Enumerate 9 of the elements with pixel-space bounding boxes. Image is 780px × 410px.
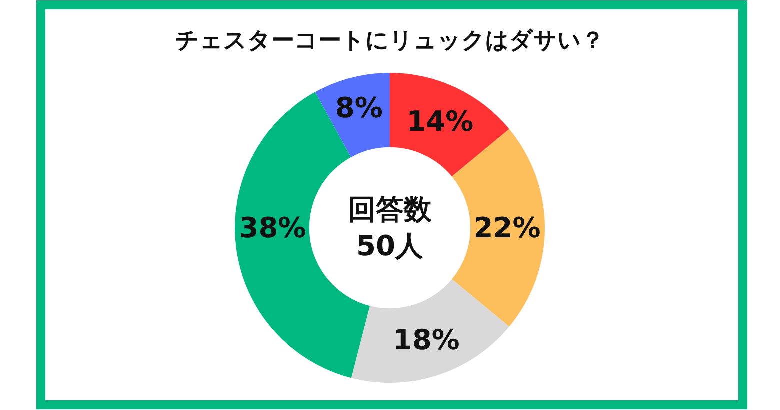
data-label: 18% (393, 323, 460, 356)
chart-title: チェスターコートにリュックはダサい？ (176, 28, 604, 54)
data-label: 8% (335, 91, 383, 124)
data-label: 22% (474, 212, 541, 244)
data-label: 14% (406, 104, 474, 138)
data-label: 38% (239, 212, 306, 244)
text: 回答数 50人 (348, 193, 433, 262)
donut-slice (390, 73, 510, 177)
donut-slice (351, 279, 510, 383)
